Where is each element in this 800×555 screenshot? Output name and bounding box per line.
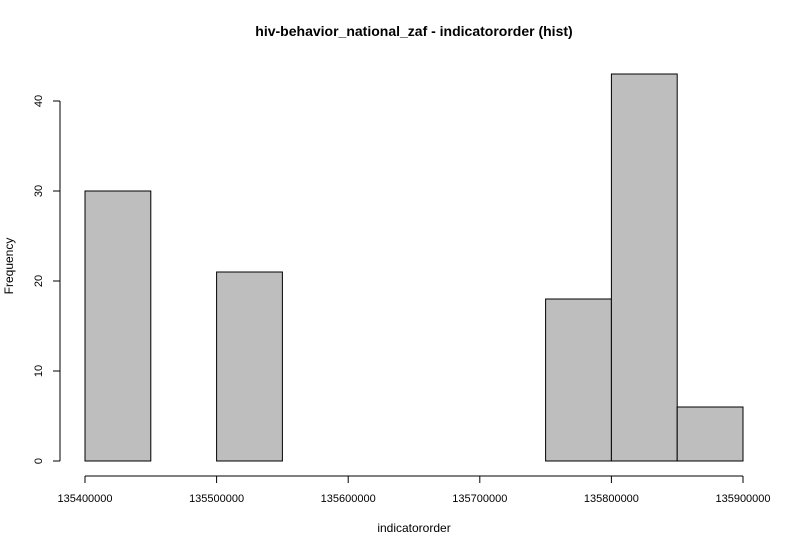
histogram-bar-7 (545, 298, 612, 462)
y-tick-label-3: 30 (33, 185, 45, 197)
chart-title: hiv-behavior_national_zaf - indicatorord… (255, 23, 572, 39)
histogram-bar-0 (84, 190, 152, 462)
y-axis-label: Frequency (2, 238, 16, 295)
y-tick-label-2: 20 (33, 275, 45, 287)
x-tick-label-1: 135500000 (189, 493, 244, 505)
x-tick-label-0: 135400000 (57, 493, 112, 505)
x-tick-label-3: 135700000 (452, 493, 507, 505)
x-axis: 135400000 135500000 135600000 135700000 1358… (57, 475, 771, 505)
x-tick-label-2: 135600000 (321, 493, 376, 505)
x-tick-label-4: 135800000 (584, 493, 639, 505)
y-tick-label-4: 40 (33, 95, 45, 107)
histogram-bar-9 (676, 406, 744, 462)
histogram-bar-8 (610, 73, 678, 462)
bars (84, 73, 744, 462)
y-axis: 0 10 20 30 40 (33, 95, 61, 464)
y-tick-label-1: 10 (33, 365, 45, 377)
y-tick-label-0: 0 (33, 458, 45, 464)
x-axis-label: indicatororder (377, 521, 450, 535)
histogram-bar-2 (216, 271, 283, 462)
x-tick-label-5: 135900000 (715, 493, 770, 505)
